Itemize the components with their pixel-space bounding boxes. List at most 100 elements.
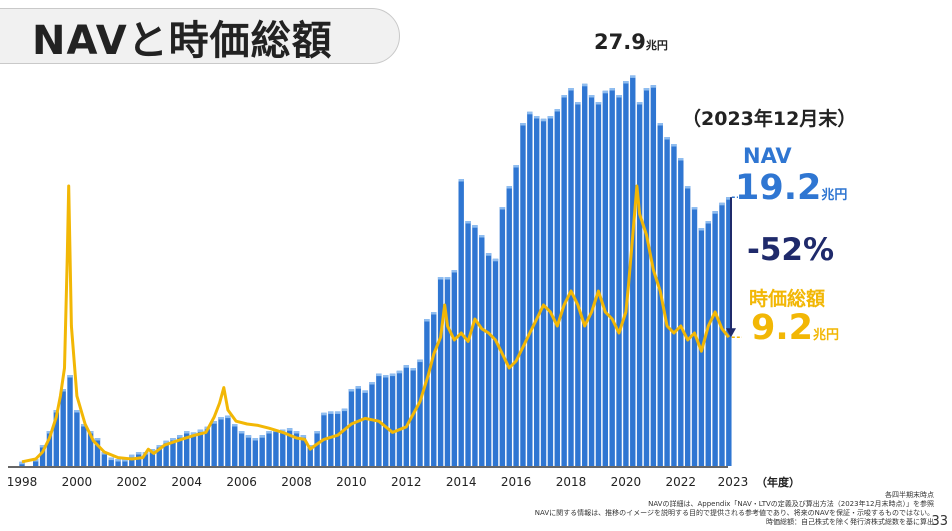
nav-bar-highlight — [595, 102, 602, 105]
nav-bar — [616, 95, 622, 466]
nav-bar — [170, 438, 176, 466]
nav-bar — [369, 382, 375, 466]
nav-bar-highlight — [245, 435, 252, 438]
nav-bar-highlight — [609, 88, 615, 91]
x-tick-label: 2002 — [117, 475, 148, 489]
nav-bar-highlight — [506, 186, 512, 189]
nav-bar-highlight — [39, 445, 46, 448]
market-cap-line — [21, 184, 730, 464]
discount-arrow-head — [726, 328, 736, 338]
nav-bar-highlight — [383, 375, 389, 378]
nav-bar — [293, 431, 300, 466]
nav-bar — [678, 158, 684, 466]
nav-bar-highlight — [712, 211, 718, 214]
nav-bar-highlight — [588, 95, 595, 98]
nav-bar-highlight — [300, 435, 307, 438]
nav-bar — [273, 429, 279, 466]
nav-bar-highlight — [259, 435, 265, 438]
nav-bar — [513, 165, 519, 466]
x-tick-label: 2008 — [281, 475, 312, 489]
nav-bar — [252, 438, 259, 466]
nav-bar — [712, 211, 718, 466]
nav-bar-highlight — [321, 412, 327, 416]
peak-annotation: 27.9兆円 — [594, 30, 668, 54]
footnote-4: 時価総額：自己株式を除く発行済株式総数を基に算出 — [766, 518, 934, 526]
nav-bar — [286, 428, 293, 466]
nav-bar — [33, 459, 39, 466]
nav-bar-highlight — [540, 118, 547, 122]
nav-bar — [245, 435, 252, 466]
nav-bar — [238, 431, 245, 466]
nav-bar — [87, 431, 94, 466]
nav-bar — [575, 102, 581, 466]
nav-bar — [636, 102, 643, 466]
nav-bar — [465, 221, 471, 466]
nav-bar — [472, 225, 478, 466]
nav-bar — [540, 118, 547, 467]
nav-bar — [582, 83, 588, 467]
footnote-3: NAVに関する情報は、推移のイメージを説明する目的で提供される参考値であり、将来… — [534, 509, 934, 517]
nav-bar-highlight — [184, 431, 190, 434]
nav-bar — [520, 123, 526, 466]
nav-bar — [458, 179, 464, 466]
nav-bar — [300, 435, 307, 466]
nav-bar-highlight — [190, 432, 197, 435]
nav-bar — [650, 85, 657, 466]
nav-bar — [561, 95, 567, 466]
nav-bar — [211, 421, 217, 466]
nav-bar-highlight — [177, 435, 183, 438]
title-box — [0, 8, 400, 64]
nav-bar-highlight — [328, 411, 334, 414]
nav-bar-highlight — [547, 116, 554, 119]
x-tick-label: 2022 — [666, 475, 697, 489]
nav-bar — [479, 235, 485, 466]
nav-bar-highlight — [630, 75, 636, 78]
nav-bar — [163, 440, 169, 466]
nav-bar — [149, 449, 156, 466]
nav-bar-highlight — [458, 179, 464, 182]
nav-bar — [142, 452, 149, 466]
nav-bar-highlight — [465, 221, 471, 224]
nav-bar — [499, 207, 506, 466]
nav-bar-highlight — [472, 225, 478, 228]
nav-bar-highlight — [74, 410, 80, 413]
nav-bar-highlight — [691, 207, 698, 210]
nav-bar — [389, 373, 396, 466]
x-tick-label: 2000 — [62, 475, 93, 489]
nav-bar-highlight — [115, 459, 121, 462]
page-title: NAVと時価総額 — [32, 18, 333, 64]
nav-bar — [122, 459, 128, 466]
nav-bar — [492, 258, 499, 466]
nav-bar — [485, 253, 492, 466]
nav-bar-highlight — [403, 365, 409, 368]
x-tick-label: 2014 — [446, 475, 477, 489]
nav-bar — [630, 75, 636, 467]
nav-bar — [506, 186, 512, 466]
nav-bar — [39, 445, 46, 466]
nav-bar — [424, 319, 430, 466]
nav-bar — [595, 102, 602, 466]
nav-bar — [74, 410, 80, 466]
nav-bar-highlight — [19, 461, 25, 465]
nav-bar-highlight — [355, 386, 361, 389]
nav-bar — [431, 312, 437, 466]
nav-bar — [417, 359, 423, 466]
nav-bar-highlight — [554, 109, 560, 112]
nav-bar-highlight — [334, 411, 341, 414]
nav-bar-highlight — [671, 144, 677, 147]
nav-bar-highlight — [389, 373, 396, 377]
nav-bar-highlight — [122, 459, 128, 462]
nav-bar-highlight — [238, 431, 245, 434]
nav-bar — [547, 116, 554, 466]
nav-bar — [266, 431, 272, 466]
nav-bar-highlight — [135, 452, 142, 455]
nav-bar-highlight — [684, 186, 691, 189]
nav-bar — [568, 88, 574, 466]
nav-bar — [643, 88, 650, 466]
nav-bar-highlight — [636, 102, 643, 105]
nav-bar-highlight — [479, 235, 485, 238]
nav-bar — [444, 277, 451, 466]
nav-bar — [307, 445, 313, 466]
nav-bar — [355, 386, 361, 466]
nav-bar-highlight — [60, 389, 66, 392]
